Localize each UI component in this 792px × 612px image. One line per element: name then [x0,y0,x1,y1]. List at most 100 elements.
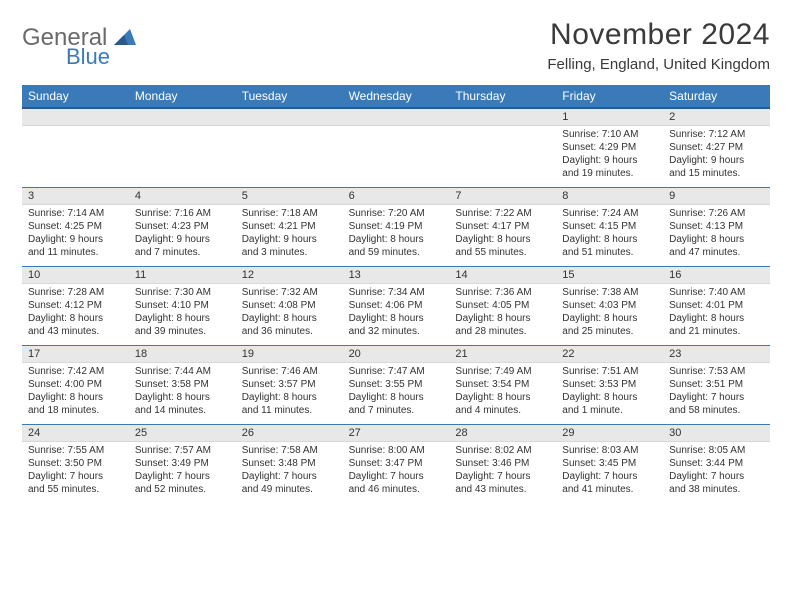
sunrise-text: Sunrise: 7:44 AM [135,365,230,378]
daylight-text: and 51 minutes. [562,246,657,259]
day-number: 12 [236,267,343,284]
day-cell: 5Sunrise: 7:18 AMSunset: 4:21 PMDaylight… [236,188,343,266]
day-header-thursday: Thursday [449,85,556,107]
day-number: 28 [449,425,556,442]
daylight-text: and 49 minutes. [242,483,337,496]
daylight-text: Daylight: 8 hours [349,312,444,325]
day-cell: 24Sunrise: 7:55 AMSunset: 3:50 PMDayligh… [22,425,129,503]
day-cell: 27Sunrise: 8:00 AMSunset: 3:47 PMDayligh… [343,425,450,503]
day-number: 11 [129,267,236,284]
week-row: 10Sunrise: 7:28 AMSunset: 4:12 PMDayligh… [22,267,770,346]
day-body: Sunrise: 7:49 AMSunset: 3:54 PMDaylight:… [449,363,556,421]
daylight-text: Daylight: 8 hours [242,312,337,325]
day-cell [236,109,343,187]
daylight-text: Daylight: 9 hours [562,154,657,167]
day-body: Sunrise: 7:28 AMSunset: 4:12 PMDaylight:… [22,284,129,342]
day-number: 17 [22,346,129,363]
day-cell: 18Sunrise: 7:44 AMSunset: 3:58 PMDayligh… [129,346,236,424]
day-number: 3 [22,188,129,205]
sunset-text: Sunset: 4:12 PM [28,299,123,312]
daylight-text: and 55 minutes. [28,483,123,496]
sunset-text: Sunset: 4:13 PM [669,220,764,233]
day-cell [129,109,236,187]
sunset-text: Sunset: 4:03 PM [562,299,657,312]
day-body: Sunrise: 7:42 AMSunset: 4:00 PMDaylight:… [22,363,129,421]
day-cell: 11Sunrise: 7:30 AMSunset: 4:10 PMDayligh… [129,267,236,345]
day-number: 18 [129,346,236,363]
day-cell: 12Sunrise: 7:32 AMSunset: 4:08 PMDayligh… [236,267,343,345]
day-header-sunday: Sunday [22,85,129,107]
daylight-text: and 47 minutes. [669,246,764,259]
daylight-text: and 43 minutes. [455,483,550,496]
day-body: Sunrise: 7:22 AMSunset: 4:17 PMDaylight:… [449,205,556,263]
day-cell [449,109,556,187]
location: Felling, England, United Kingdom [547,56,770,73]
sunrise-text: Sunrise: 7:47 AM [349,365,444,378]
sunrise-text: Sunrise: 7:30 AM [135,286,230,299]
header: General Blue November 2024 Felling, Engl… [22,18,770,73]
sunrise-text: Sunrise: 7:12 AM [669,128,764,141]
daylight-text: Daylight: 9 hours [669,154,764,167]
daylight-text: Daylight: 8 hours [28,391,123,404]
sunrise-text: Sunrise: 7:28 AM [28,286,123,299]
sunrise-text: Sunrise: 8:05 AM [669,444,764,457]
day-cell: 25Sunrise: 7:57 AMSunset: 3:49 PMDayligh… [129,425,236,503]
daylight-text: Daylight: 8 hours [669,233,764,246]
day-cell: 10Sunrise: 7:28 AMSunset: 4:12 PMDayligh… [22,267,129,345]
logo: General Blue [22,26,136,68]
daylight-text: and 41 minutes. [562,483,657,496]
day-cell [343,109,450,187]
daylight-text: and 46 minutes. [349,483,444,496]
day-number: 21 [449,346,556,363]
daylight-text: and 19 minutes. [562,167,657,180]
daylight-text: Daylight: 8 hours [135,391,230,404]
day-cell: 13Sunrise: 7:34 AMSunset: 4:06 PMDayligh… [343,267,450,345]
daylight-text: and 15 minutes. [669,167,764,180]
sunset-text: Sunset: 3:45 PM [562,457,657,470]
daylight-text: and 38 minutes. [669,483,764,496]
day-cell: 26Sunrise: 7:58 AMSunset: 3:48 PMDayligh… [236,425,343,503]
sunset-text: Sunset: 3:51 PM [669,378,764,391]
day-number: 1 [556,109,663,126]
day-cell: 20Sunrise: 7:47 AMSunset: 3:55 PMDayligh… [343,346,450,424]
day-number: 8 [556,188,663,205]
daylight-text: and 55 minutes. [455,246,550,259]
daylight-text: Daylight: 8 hours [669,312,764,325]
day-number: 22 [556,346,663,363]
daylight-text: Daylight: 8 hours [455,233,550,246]
sunset-text: Sunset: 4:17 PM [455,220,550,233]
day-body: Sunrise: 7:14 AMSunset: 4:25 PMDaylight:… [22,205,129,263]
sunset-text: Sunset: 4:27 PM [669,141,764,154]
sunset-text: Sunset: 3:44 PM [669,457,764,470]
daylight-text: and 14 minutes. [135,404,230,417]
week-row: 24Sunrise: 7:55 AMSunset: 3:50 PMDayligh… [22,425,770,503]
daylight-text: and 43 minutes. [28,325,123,338]
day-number [449,109,556,126]
sunset-text: Sunset: 4:29 PM [562,141,657,154]
daylight-text: Daylight: 9 hours [135,233,230,246]
sunrise-text: Sunrise: 7:16 AM [135,207,230,220]
day-body: Sunrise: 7:30 AMSunset: 4:10 PMDaylight:… [129,284,236,342]
day-body: Sunrise: 7:12 AMSunset: 4:27 PMDaylight:… [663,126,770,184]
daylight-text: Daylight: 8 hours [242,391,337,404]
day-number: 23 [663,346,770,363]
sunset-text: Sunset: 3:46 PM [455,457,550,470]
day-body: Sunrise: 7:18 AMSunset: 4:21 PMDaylight:… [236,205,343,263]
daylight-text: Daylight: 7 hours [242,470,337,483]
sunrise-text: Sunrise: 7:14 AM [28,207,123,220]
sunset-text: Sunset: 3:47 PM [349,457,444,470]
sunrise-text: Sunrise: 7:46 AM [242,365,337,378]
day-header-wednesday: Wednesday [343,85,450,107]
day-cell: 22Sunrise: 7:51 AMSunset: 3:53 PMDayligh… [556,346,663,424]
daylight-text: Daylight: 7 hours [349,470,444,483]
day-number: 6 [343,188,450,205]
daylight-text: and 1 minute. [562,404,657,417]
day-body: Sunrise: 7:57 AMSunset: 3:49 PMDaylight:… [129,442,236,500]
day-number: 2 [663,109,770,126]
sunset-text: Sunset: 3:53 PM [562,378,657,391]
sunset-text: Sunset: 4:15 PM [562,220,657,233]
sunrise-text: Sunrise: 7:18 AM [242,207,337,220]
month-title: November 2024 [547,18,770,52]
day-cell: 30Sunrise: 8:05 AMSunset: 3:44 PMDayligh… [663,425,770,503]
day-number: 15 [556,267,663,284]
